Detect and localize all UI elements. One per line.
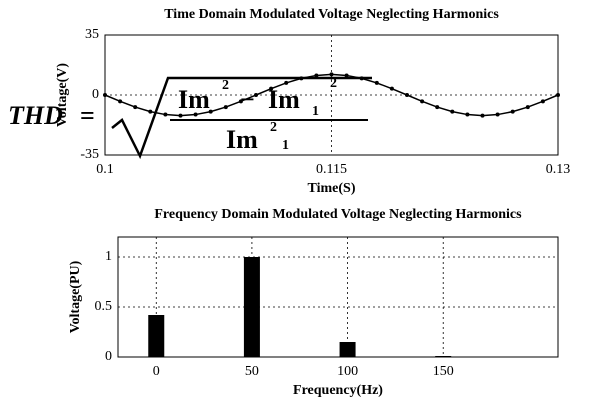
y-axis-label: Voltage(V) bbox=[55, 63, 70, 127]
y-tick-label: 0.5 bbox=[95, 299, 113, 314]
bar bbox=[148, 315, 165, 357]
marker bbox=[420, 99, 425, 104]
marker bbox=[405, 93, 409, 97]
marker bbox=[118, 99, 123, 104]
marker bbox=[254, 93, 258, 97]
y-axis-label: Voltage(PU) bbox=[68, 260, 83, 333]
y-tick-label: -35 bbox=[80, 147, 99, 162]
marker bbox=[525, 105, 530, 110]
numerator-minus: − bbox=[240, 85, 255, 114]
x-tick-label: 150 bbox=[433, 364, 454, 379]
marker bbox=[374, 80, 379, 85]
y-tick-label: 35 bbox=[85, 27, 99, 42]
marker bbox=[540, 99, 545, 104]
marker bbox=[148, 109, 153, 114]
chart-title: Time Domain Modulated Voltage Neglecting… bbox=[164, 7, 499, 22]
thd-formula: THD = Im 2 − Im 1 2 Im 2 1 bbox=[8, 76, 372, 160]
y-tick-label: 0 bbox=[92, 87, 99, 102]
plots: Time Domain Modulated Voltage Neglecting… bbox=[55, 7, 570, 398]
plot-frame bbox=[104, 34, 559, 156]
marker bbox=[314, 73, 319, 78]
marker bbox=[344, 73, 349, 78]
marker bbox=[510, 109, 515, 114]
marker bbox=[329, 72, 334, 77]
marker bbox=[465, 112, 470, 117]
x-tick-label: 100 bbox=[337, 364, 358, 379]
denominator-sub: 1 bbox=[282, 138, 289, 153]
marker bbox=[495, 112, 500, 117]
marker bbox=[193, 112, 198, 117]
sqrt-sign bbox=[111, 76, 372, 160]
numerator-b-sup: 2 bbox=[330, 76, 337, 91]
marker bbox=[208, 109, 213, 114]
marker bbox=[163, 112, 168, 117]
plot-frame bbox=[117, 236, 559, 358]
marker bbox=[133, 105, 138, 110]
marker bbox=[269, 86, 274, 91]
numerator-a: Im bbox=[178, 85, 210, 114]
x-tick-label: 0.115 bbox=[316, 162, 347, 177]
x-tick-label: 50 bbox=[245, 364, 259, 379]
marker bbox=[389, 86, 394, 91]
denominator-sup: 2 bbox=[270, 120, 277, 135]
x-tick-label: 0.1 bbox=[96, 162, 114, 177]
formula-lhs: THD bbox=[8, 101, 63, 130]
marker bbox=[435, 105, 440, 110]
marker bbox=[238, 99, 243, 104]
formula-eq: = bbox=[80, 101, 95, 130]
x-tick-label: 0 bbox=[153, 364, 160, 379]
marker bbox=[450, 109, 455, 114]
x-tick-label: 0.13 bbox=[546, 162, 571, 177]
marker bbox=[284, 80, 289, 85]
x-axis-label: Frequency(Hz) bbox=[293, 383, 383, 398]
denominator: Im bbox=[226, 125, 258, 154]
chart-title: Frequency Domain Modulated Voltage Negle… bbox=[154, 207, 522, 222]
numerator-b-sub: 1 bbox=[312, 104, 319, 119]
marker bbox=[178, 113, 183, 118]
bar bbox=[243, 257, 260, 357]
numerator-b: Im bbox=[268, 85, 300, 114]
y-tick-label: 1 bbox=[105, 249, 112, 264]
y-tick-label: 0 bbox=[105, 349, 112, 364]
x-axis-label: Time(S) bbox=[308, 181, 356, 196]
bar bbox=[339, 342, 356, 357]
numerator-a-sup: 2 bbox=[222, 78, 229, 93]
marker bbox=[223, 105, 228, 110]
marker bbox=[480, 113, 485, 118]
